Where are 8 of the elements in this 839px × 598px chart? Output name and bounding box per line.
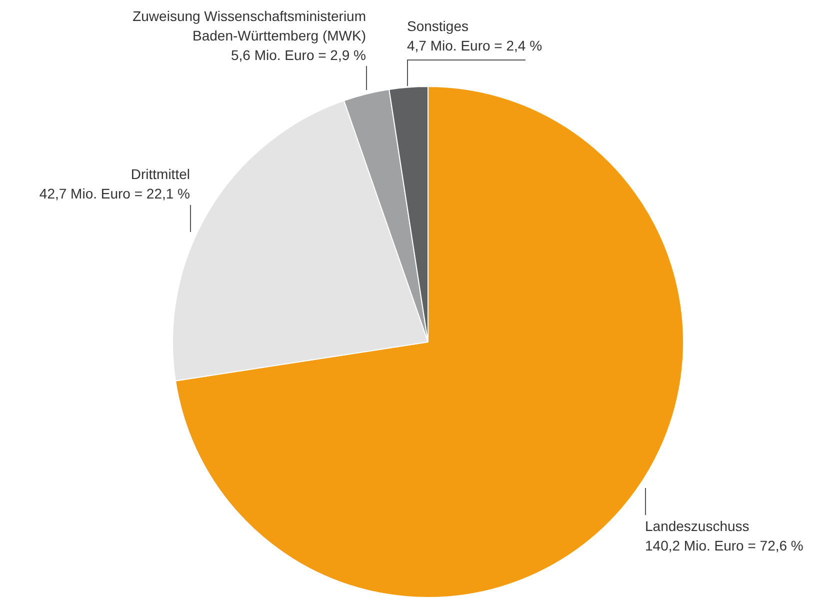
data-label: 5,6 Mio. Euro = 2,9 %: [230, 46, 366, 63]
slice-label: Drittmittel: [130, 166, 190, 182]
slice-label: Sonstiges: [407, 18, 468, 34]
data-label: 4,7 Mio. Euro = 2,4 %: [407, 37, 542, 54]
slice-label: Zuweisung Wissenschaftsministerium Baden-Württemberg (MWK): [132, 8, 366, 44]
slice-label: Landeszuschuss: [645, 518, 750, 534]
data-label: 140,2 Mio. Euro = 72,6 %: [645, 537, 804, 554]
data-label: 42,7 Mio. Euro = 22,1 %: [39, 185, 190, 202]
